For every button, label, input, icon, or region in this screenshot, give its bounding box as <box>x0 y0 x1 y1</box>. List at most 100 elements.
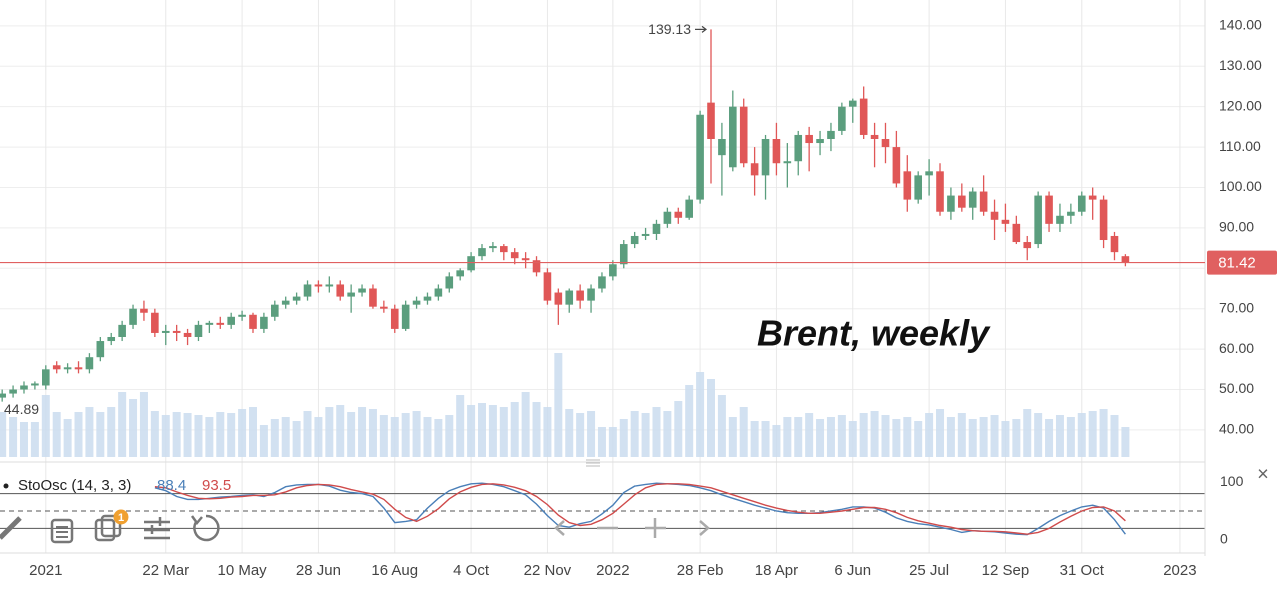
candle-body <box>129 308 137 325</box>
zoom-in[interactable] <box>645 518 666 538</box>
candle-body <box>881 138 890 148</box>
notes-tool[interactable] <box>50 518 74 544</box>
y-tick-label: 130.00 <box>1219 57 1262 73</box>
volume-layer <box>0 353 1130 457</box>
candle-body <box>194 324 203 337</box>
volume-bar <box>739 407 748 457</box>
candle-body <box>325 284 334 287</box>
volume-bar <box>183 413 192 457</box>
volume-bar <box>41 395 50 457</box>
last-price-box <box>1207 250 1277 275</box>
toolbar: 1 <box>0 509 220 544</box>
candle-body <box>63 367 72 370</box>
badge <box>113 509 129 525</box>
candle-body <box>1077 195 1086 212</box>
volume-bar <box>379 415 388 457</box>
indicators-tool[interactable]: 1 <box>94 509 129 542</box>
volume-bar <box>85 407 94 457</box>
volume-bar <box>543 407 552 457</box>
legend-dot <box>3 483 9 489</box>
volume-bar <box>303 411 312 457</box>
y-tick-label: 90.00 <box>1219 219 1254 235</box>
candle-body <box>576 290 584 301</box>
candle-body <box>0 393 6 398</box>
candle-body <box>292 296 301 301</box>
reset-tool[interactable] <box>190 514 220 542</box>
volume-bar <box>837 415 846 457</box>
volume-bar <box>478 403 486 457</box>
candle-body <box>20 385 28 390</box>
volume-bar <box>0 412 7 457</box>
volume-bar <box>728 417 737 457</box>
volume-bar <box>925 413 934 457</box>
draw-tool[interactable] <box>0 516 22 540</box>
candle-body <box>805 134 813 144</box>
candle-body <box>990 211 999 220</box>
volume-bar <box>532 402 541 457</box>
candle-body <box>543 272 552 301</box>
x-tick-label: 28 Feb <box>677 562 724 579</box>
volume-bar <box>641 413 650 457</box>
candle-body <box>1056 215 1064 224</box>
settings-tool[interactable] <box>144 517 170 540</box>
volume-bar <box>521 392 530 457</box>
candle-body <box>707 102 715 139</box>
candle-body <box>183 332 192 337</box>
volume-bar <box>456 395 465 457</box>
volume-bar <box>336 405 345 457</box>
candle-body <box>718 138 726 156</box>
candle-body <box>554 292 563 305</box>
y-tick-label: 100.00 <box>1219 178 1262 194</box>
volume-bar <box>859 413 868 457</box>
volume-bar <box>118 392 127 457</box>
volume-bar <box>936 409 945 457</box>
candle-body <box>1012 223 1021 243</box>
y-tick-label: 110.00 <box>1219 138 1261 154</box>
volume-bar <box>979 417 988 457</box>
volume-bar <box>761 421 770 457</box>
candle-body <box>1023 242 1032 249</box>
y-tick-label: 120.00 <box>1219 97 1262 113</box>
candle-body <box>500 246 508 253</box>
oscillator-name: StoOsc (14, 3, 3) <box>18 477 131 494</box>
volume-bar <box>597 427 606 457</box>
volume-bar <box>1023 409 1032 457</box>
candle-body <box>947 195 955 212</box>
x-tick-label: 2022 <box>596 562 629 579</box>
volume-bar <box>467 405 476 457</box>
volume-bar <box>554 353 563 457</box>
volume-bar <box>914 421 923 457</box>
volume-bar <box>1077 413 1086 457</box>
candle-body <box>227 316 235 325</box>
candle-body <box>205 322 214 325</box>
y-tick-label: 50.00 <box>1219 380 1254 396</box>
close-button[interactable]: × <box>1257 463 1269 485</box>
candle-body <box>652 223 661 234</box>
volume-bar <box>74 412 83 457</box>
osc-tick-label: 0 <box>1220 531 1228 547</box>
x-tick-label: 22 Mar <box>142 562 189 579</box>
volume-bar <box>30 422 39 457</box>
candle-body <box>750 163 759 176</box>
x-tick-label: 31 Oct <box>1060 562 1105 579</box>
volume-bar <box>205 417 214 457</box>
candle-body <box>314 284 323 287</box>
overlay-layer: 40.0050.0060.0070.0080.0090.00100.00110.… <box>0 17 1277 579</box>
scroll-right[interactable] <box>699 520 710 536</box>
volume-bar <box>150 411 159 457</box>
candle-body <box>478 248 486 257</box>
candle-body <box>118 324 126 337</box>
volume-bar <box>325 407 334 457</box>
candle-body <box>783 161 792 164</box>
panel-handle[interactable] <box>586 459 600 467</box>
candle-body <box>434 288 443 297</box>
candle-body <box>358 288 366 293</box>
candle-body <box>1034 195 1042 245</box>
candle-body <box>336 284 345 297</box>
x-tick-label: 12 Sep <box>982 562 1030 579</box>
scroll-left[interactable] <box>554 520 565 536</box>
volume-bar <box>434 419 443 457</box>
volume-bar <box>216 412 225 457</box>
volume-bar <box>565 409 574 457</box>
